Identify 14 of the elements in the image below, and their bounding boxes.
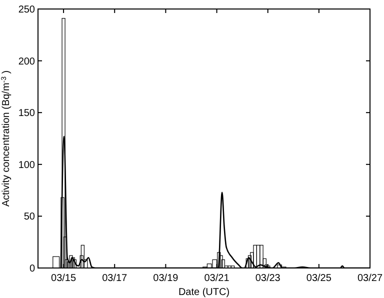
x-tick-label: 03/17 <box>102 273 128 284</box>
x-axis-title: Date (UTC) <box>178 287 230 298</box>
y-tick-label: 250 <box>18 4 36 16</box>
y-tick-label: 50 <box>24 212 36 223</box>
x-tick-label: 03/21 <box>204 273 230 284</box>
y-tick-label: 200 <box>18 56 36 68</box>
x-tick-label: 03/27 <box>357 273 383 284</box>
x-tick-label: 03/25 <box>306 273 332 284</box>
y-tick-label: 100 <box>18 160 36 171</box>
x-tick-label: 03/23 <box>255 273 281 284</box>
x-tick-label: 03/19 <box>153 273 179 284</box>
y-tick-label: 150 <box>18 108 36 120</box>
y-tick-label: 0 <box>29 264 36 274</box>
x-tick-label: 03/15 <box>51 273 76 284</box>
